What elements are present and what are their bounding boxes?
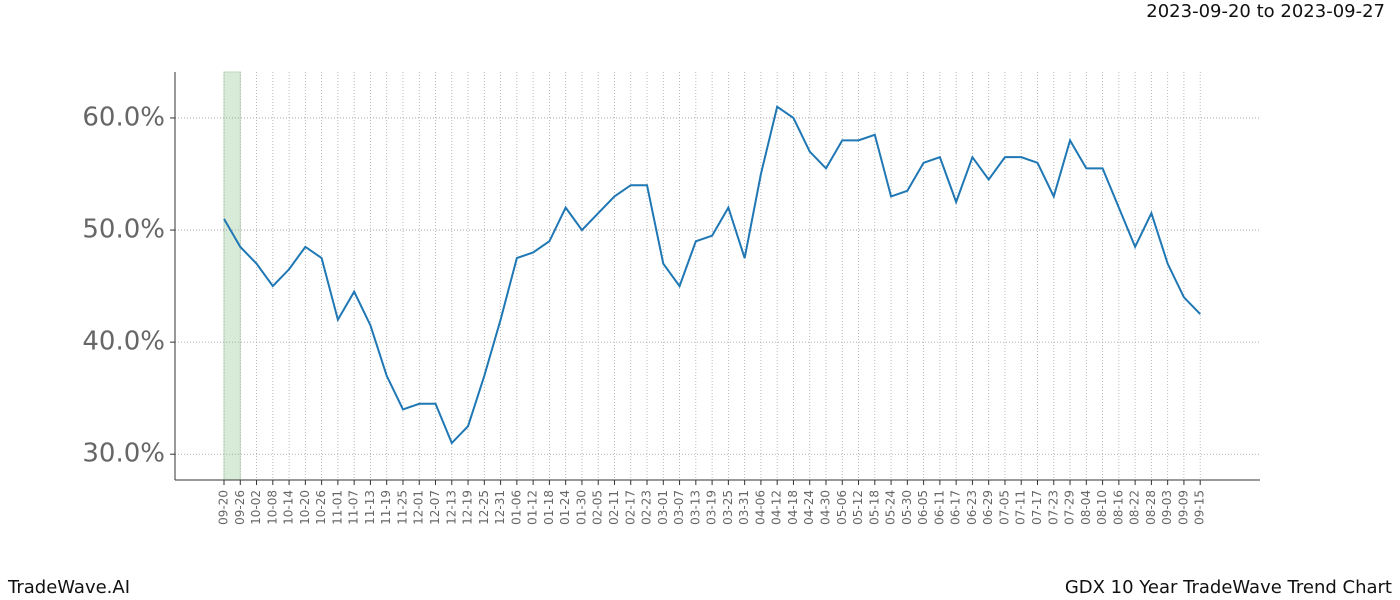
y-tick-label: 50.0% bbox=[82, 215, 165, 245]
x-tick-label: 12-31 bbox=[493, 490, 507, 525]
x-tick-label: 07-17 bbox=[1030, 490, 1044, 525]
x-tick-label: 02-11 bbox=[607, 490, 621, 525]
x-tick-label: 10-20 bbox=[298, 490, 312, 525]
x-tick-label: 11-13 bbox=[363, 490, 377, 525]
x-tick-label: 06-11 bbox=[932, 490, 946, 525]
brand: TradeWave.AI bbox=[7, 577, 130, 598]
x-tick-label: 04-24 bbox=[802, 490, 816, 525]
x-tick-label: 04-30 bbox=[818, 490, 832, 525]
x-tick-label: 02-05 bbox=[591, 490, 605, 525]
y-tick-label: 40.0% bbox=[82, 327, 165, 357]
x-tick-label: 11-07 bbox=[347, 490, 361, 525]
x-tick-label: 09-03 bbox=[1160, 490, 1174, 525]
x-tick-label: 09-09 bbox=[1176, 490, 1190, 525]
x-tick-label: 07-05 bbox=[997, 490, 1011, 525]
x-tick-label: 10-14 bbox=[282, 490, 296, 525]
x-tick-label: 05-18 bbox=[867, 490, 881, 525]
x-tick-label: 07-29 bbox=[1063, 490, 1077, 525]
x-tick-label: 05-06 bbox=[835, 490, 849, 525]
x-tick-label: 05-24 bbox=[884, 490, 898, 525]
x-tick-label: 03-25 bbox=[721, 490, 735, 525]
x-tick-label: 03-01 bbox=[656, 490, 670, 525]
x-tick-label: 08-22 bbox=[1128, 490, 1142, 525]
x-tick-label: 11-19 bbox=[379, 490, 393, 525]
x-tick-label: 04-12 bbox=[770, 490, 784, 525]
x-tick-label: 02-17 bbox=[623, 490, 637, 525]
x-tick-label: 11-01 bbox=[330, 490, 344, 525]
y-tick-label: 30.0% bbox=[82, 439, 165, 469]
x-tick-label: 01-12 bbox=[526, 490, 540, 525]
x-tick-label: 10-26 bbox=[314, 490, 328, 525]
x-tick-label: 04-18 bbox=[786, 490, 800, 525]
x-tick-label: 09-15 bbox=[1193, 490, 1207, 525]
x-tick-label: 10-08 bbox=[265, 490, 279, 525]
x-tick-label: 05-12 bbox=[851, 490, 865, 525]
x-tick-label: 08-10 bbox=[1095, 490, 1109, 525]
x-tick-label: 09-26 bbox=[233, 490, 247, 525]
x-tick-label: 01-30 bbox=[574, 490, 588, 525]
x-tick-label: 05-30 bbox=[900, 490, 914, 525]
x-tick-label: 03-19 bbox=[705, 490, 719, 525]
x-tick-label: 12-07 bbox=[428, 490, 442, 525]
x-tick-label: 12-19 bbox=[461, 490, 475, 525]
x-tick-label: 07-11 bbox=[1014, 490, 1028, 525]
x-tick-label: 06-29 bbox=[981, 490, 995, 525]
chart-title: GDX 10 Year TradeWave Trend Chart bbox=[1065, 577, 1392, 598]
x-tick-label: 03-31 bbox=[737, 490, 751, 525]
x-tick-label: 09-20 bbox=[217, 490, 231, 525]
x-tick-label: 07-23 bbox=[1046, 490, 1060, 525]
x-tick-label: 08-28 bbox=[1144, 490, 1158, 525]
x-tick-label: 03-07 bbox=[672, 490, 686, 525]
x-tick-label: 02-23 bbox=[640, 490, 654, 525]
x-tick-label: 10-02 bbox=[249, 490, 263, 525]
x-tick-label: 01-24 bbox=[558, 490, 572, 525]
x-tick-label: 08-04 bbox=[1079, 490, 1093, 525]
x-tick-label: 06-23 bbox=[965, 490, 979, 525]
x-tick-label: 01-18 bbox=[542, 490, 556, 525]
x-tick-label: 08-16 bbox=[1111, 490, 1125, 525]
x-tick-label: 03-13 bbox=[688, 490, 702, 525]
y-tick-label: 60.0% bbox=[82, 102, 165, 132]
x-tick-label: 12-13 bbox=[444, 490, 458, 525]
x-tick-label: 04-06 bbox=[753, 490, 767, 525]
x-tick-label: 06-05 bbox=[916, 490, 930, 525]
highlight-band bbox=[223, 71, 241, 481]
x-tick-label: 12-25 bbox=[477, 490, 491, 525]
x-tick-label: 06-17 bbox=[949, 490, 963, 525]
x-tick-label: 01-06 bbox=[509, 490, 523, 525]
x-tick-label: 12-01 bbox=[412, 490, 426, 525]
trend-line bbox=[223, 105, 1201, 445]
x-tick-label: 11-25 bbox=[395, 490, 409, 525]
date-range: 2023-09-20 to 2023-09-27 bbox=[1146, 1, 1385, 22]
